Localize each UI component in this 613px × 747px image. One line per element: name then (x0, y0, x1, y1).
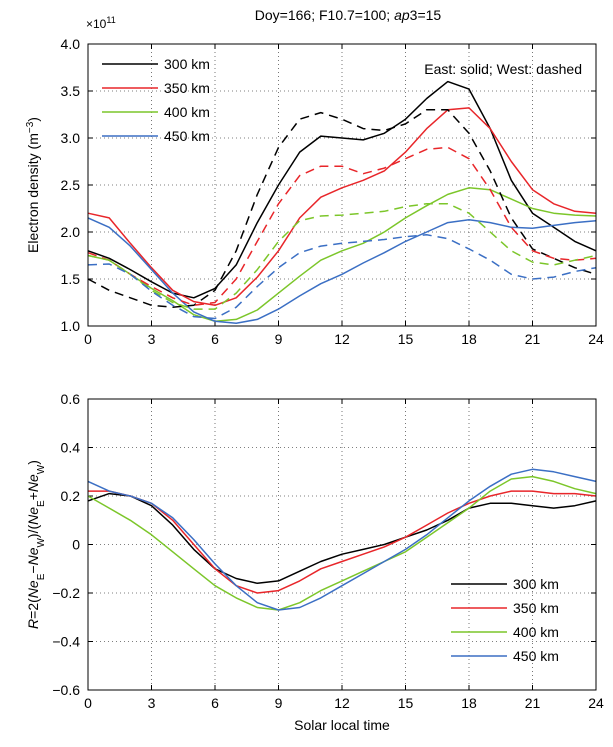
y-tick-label: 1.5 (61, 271, 81, 287)
y-tick-label: −0.4 (52, 634, 80, 650)
legend-label: 400 km (513, 624, 559, 640)
x-tick-label: 18 (461, 331, 477, 347)
y-exponent-power: 11 (106, 15, 115, 25)
y-tick-label: −0.6 (52, 682, 80, 698)
legend-label: 450 km (164, 128, 210, 144)
y-axis-label-part: − (25, 565, 41, 573)
y-tick-label: 1.0 (61, 318, 81, 334)
series-line-300-km (87, 492, 597, 585)
x-tick-label: 6 (211, 331, 219, 347)
y-axis-label-part: E (36, 500, 47, 507)
chart-title: Doy=166; F10.7=100; ap3=15 (255, 7, 442, 23)
x-tick-label: 0 (84, 331, 92, 347)
plot-frame (87, 43, 597, 327)
y-tick-label: 0.2 (61, 488, 81, 504)
series-line-350-km-west (87, 146, 597, 307)
series-line-450-km (87, 217, 597, 324)
series-line-300-km-west (87, 109, 597, 308)
y-axis-label-part: Ne (25, 547, 41, 565)
y-tick-label: 3.5 (61, 83, 81, 99)
y-tick-label: 0.6 (61, 391, 81, 407)
y-tick-label: 2.0 (61, 224, 81, 240)
y-tick-label: 3.0 (61, 130, 81, 146)
y-tick-label: 0.4 (61, 440, 81, 456)
y-axis-label-part: + (25, 492, 41, 500)
x-tick-label: 24 (588, 695, 604, 711)
x-tick-label: 21 (525, 331, 541, 347)
series-line-400-km (87, 187, 597, 323)
y-axis-label-part: Ne (25, 474, 41, 492)
y-axis-label-part: Ne (25, 507, 41, 525)
y-axis-label-part: ) (25, 460, 41, 465)
x-tick-label: 6 (211, 695, 219, 711)
y-tick-label: −0.2 (52, 585, 80, 601)
y-axis-label-part: Ne (25, 580, 41, 598)
x-tick-label: 12 (334, 695, 350, 711)
series-line-450-km-west (87, 234, 597, 320)
series-line-400-km (87, 475, 597, 611)
series-line-350-km (87, 107, 597, 307)
top-panel-electron-density: 0 3 6 9 12 15 18 21 24 1.0 1.5 2.0 2.5 3.0 3.5 4.0 300 k… (25, 7, 604, 347)
series-line-350-km (88, 490, 597, 594)
legend-label: 450 km (513, 648, 559, 664)
series-line-400-km-west (87, 203, 597, 310)
y-tick-label: 0 (72, 537, 80, 553)
x-tick-label: 15 (398, 695, 414, 711)
y-axis-label-part: Electron density (m (25, 133, 41, 253)
x-tick-label: 3 (148, 331, 156, 347)
series-line-450-km (87, 468, 597, 611)
y-axis-label-part: E (36, 573, 47, 580)
x-tick-label: 21 (525, 695, 541, 711)
bottom-panel-ratio: 0 3 6 9 12 15 18 21 24 −0.6 −0.4 −0.2 0 0.2 0.4 0.6 300 … (25, 391, 604, 733)
y-axis-label-part: =2( (25, 598, 41, 619)
legend-label: 400 km (164, 104, 210, 120)
chart-title-part: Doy=166; F10.7=100; (255, 7, 394, 23)
y-axis-label-part: ) (25, 117, 41, 122)
y-exponent-base: ×10 (86, 17, 107, 31)
y-exponent: ×1011 (86, 15, 116, 31)
annotation-east-west: East: solid; West: dashed (424, 61, 582, 77)
y-axis-label-part: −3 (25, 121, 36, 133)
legend-label: 300 km (513, 576, 559, 592)
y-axis-label-part: )/( (25, 525, 41, 539)
legend-label: 350 km (513, 600, 559, 616)
y-axis-label-part: W (36, 538, 47, 548)
chart-title-part: 3=15 (410, 7, 442, 23)
y-axis-label: R=2(NeE−NeW)/(NeE+NeW) (25, 460, 47, 629)
legend-label: 300 km (164, 56, 210, 72)
chart-title-part: ap (394, 7, 410, 23)
y-axis-label-part: W (36, 464, 47, 474)
x-tick-label: 9 (275, 695, 283, 711)
plot-frame (87, 398, 597, 691)
x-tick-label: 9 (275, 331, 283, 347)
x-tick-label: 0 (84, 695, 92, 711)
y-tick-label: 2.5 (61, 177, 81, 193)
x-axis-label: Solar local time (294, 717, 390, 733)
x-tick-label: 18 (461, 695, 477, 711)
y-axis-label-part: R (25, 619, 41, 629)
x-tick-label: 15 (398, 331, 414, 347)
x-tick-label: 12 (334, 331, 350, 347)
y-axis-label: Electron density (m−3) (25, 117, 42, 253)
y-tick-label: 4.0 (61, 36, 81, 52)
x-tick-label: 24 (588, 331, 604, 347)
x-tick-label: 3 (148, 695, 156, 711)
legend-label: 350 km (164, 80, 210, 96)
